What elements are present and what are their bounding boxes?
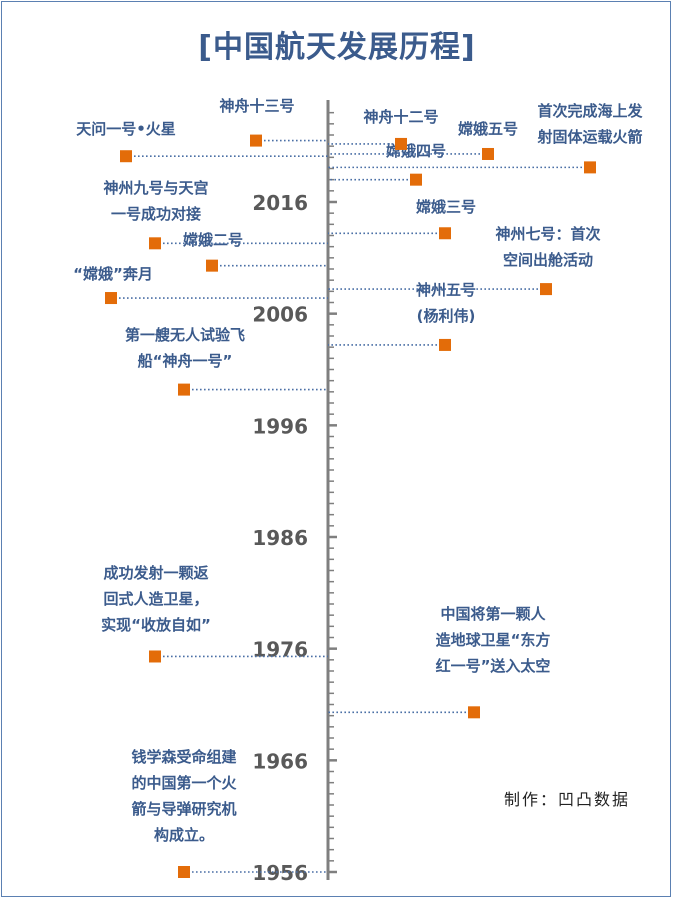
tick-label-2016: 2016 [252, 191, 308, 215]
event-label-e2003: 神州五号 (杨利伟) [416, 281, 476, 325]
tick-label-1986: 1986 [252, 526, 308, 550]
marker-e2003 [439, 338, 451, 351]
marker-e1975 [149, 650, 161, 663]
event-label-line: 构成立。 [154, 826, 214, 844]
event-label-line: 神州五号 [416, 281, 476, 299]
marker-e2021a [395, 137, 407, 150]
event-label-e2012: 神州九号与天宫一号成功对接 [103, 179, 208, 223]
event-label-e1999: 第一艘无人试验飞船“神舟一号” [125, 326, 245, 370]
marker-e1999 [178, 383, 190, 396]
event-label-e2021a: 神舟十二号 [363, 108, 438, 126]
event-label-line: 天问一号•火星 [76, 120, 176, 138]
tick-label-2006: 2006 [252, 303, 308, 327]
event-label-line: 射固体运载火箭 [536, 128, 642, 146]
event-label-e1970: 中国将第一颗人造地球卫星“东方红一号”送入太空 [436, 605, 551, 675]
event-label-line: 嫦娥四号 [386, 142, 446, 160]
event-label-line: 钱学森受命组建 [131, 748, 237, 766]
marker-e2018 [410, 173, 422, 186]
event-label-line: 嫦娥二号 [183, 231, 243, 249]
event-label-line: 第一艘无人试验飞 [125, 326, 245, 344]
marker-e2019 [584, 161, 596, 174]
event-label-line: 成功发射一颗返 [103, 564, 208, 582]
marker-e2010 [206, 259, 218, 272]
event-label-line: “嫦娥”奔月 [73, 265, 153, 283]
marker-e2007 [105, 292, 117, 305]
tick-label-1956: 1956 [252, 861, 308, 885]
marker-e2012 [149, 237, 161, 250]
credit-text: 制作：凹凸数据 [504, 790, 631, 809]
event-label-line: 造地球卫星“东方 [436, 631, 551, 649]
marker-e2020a [120, 150, 132, 163]
event-label-line: 一号成功对接 [111, 205, 201, 223]
marker-e2021b [250, 134, 262, 147]
event-label-e2018: 嫦娥四号 [386, 142, 446, 160]
event-label-e1975: 成功发射一颗返回式人造卫星， 实现“收放自如” [101, 564, 211, 634]
event-label-line: 神舟十三号 [219, 97, 294, 115]
page-title: [中国航天发展历程] [198, 30, 476, 65]
event-label-line: 嫦娥五号 [458, 120, 518, 138]
event-label-e2021b: 神舟十三号 [219, 97, 294, 115]
marker-e2020b [482, 147, 494, 160]
marker-e2008 [540, 283, 552, 296]
event-label-line: 回式人造卫星， [103, 590, 208, 608]
event-label-e2010: 嫦娥二号 [183, 231, 243, 249]
event-label-line: 的中国第一个火 [131, 774, 237, 792]
event-label-e2019: 首次完成海上发射固体运载火箭 [536, 102, 643, 146]
tick-label-1966: 1966 [252, 749, 308, 773]
event-label-e1956: 钱学森受命组建的中国第一个火箭与导弹研究机构成立。 [131, 748, 237, 844]
marker-e2013 [439, 227, 451, 240]
tick-label-1976: 1976 [252, 638, 308, 662]
event-label-line: 实现“收放自如” [101, 616, 211, 634]
event-label-e2020b: 嫦娥五号 [458, 120, 518, 138]
event-label-line: 中国将第一颗人 [440, 605, 546, 623]
event-label-line: 箭与导弹研究机 [131, 800, 236, 818]
event-label-line: 神州七号：首次 [495, 225, 600, 243]
event-label-line: 神舟十二号 [363, 108, 438, 126]
event-label-line: 空间出舱活动 [503, 251, 593, 269]
event-label-line: 红一号”送入太空 [436, 657, 551, 675]
marker-e1956 [178, 866, 190, 878]
marker-e1970 [468, 706, 480, 719]
event-label-line: 神州九号与天宫 [103, 179, 208, 197]
tick-label-1996: 1996 [252, 414, 308, 438]
event-label-line: 首次完成海上发 [537, 102, 643, 120]
event-label-line: 嫦娥三号 [416, 198, 476, 216]
event-label-line: (杨利伟) [417, 307, 476, 325]
event-label-line: 船“神舟一号” [138, 352, 233, 370]
event-label-e2007: “嫦娥”奔月 [73, 265, 153, 283]
event-label-e2013: 嫦娥三号 [416, 198, 476, 216]
event-label-e2008: 神州七号：首次空间出舱活动 [495, 225, 600, 269]
event-label-e2020a: 天问一号•火星 [76, 120, 176, 138]
